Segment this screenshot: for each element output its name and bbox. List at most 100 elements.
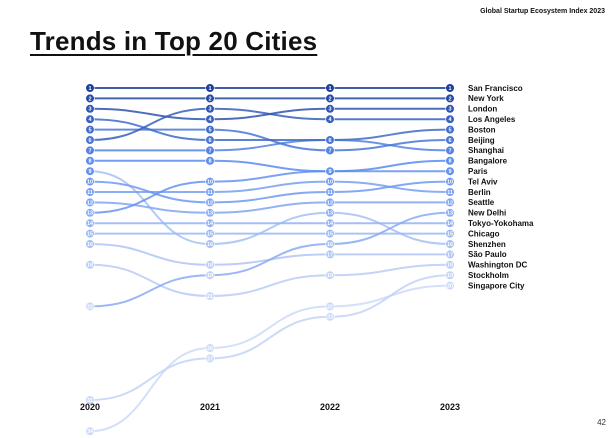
- svg-text:1: 1: [208, 86, 211, 92]
- svg-text:8: 8: [88, 159, 91, 165]
- series-line-bangalore: [90, 159, 451, 173]
- svg-text:7: 7: [88, 148, 91, 154]
- svg-text:16: 16: [87, 242, 93, 248]
- svg-text:9: 9: [448, 169, 451, 175]
- rank-marker: 18: [85, 260, 95, 270]
- svg-text:16: 16: [327, 242, 333, 248]
- series-line-seattle: [89, 201, 450, 214]
- rank-marker: 2: [85, 93, 95, 103]
- rank-marker: 16: [85, 239, 95, 249]
- svg-text:7: 7: [208, 148, 211, 154]
- rank-marker: 2: [325, 93, 335, 103]
- rank-marker: 14: [205, 218, 215, 228]
- rank-marker: 12: [85, 197, 95, 207]
- svg-text:23: 23: [327, 315, 333, 321]
- series-line-shenzhen: [89, 170, 451, 246]
- series-line-new-delhi: [89, 211, 451, 308]
- rank-marker: 2: [205, 93, 215, 103]
- rank-marker: 3: [445, 104, 455, 114]
- rank-marker: 22: [85, 301, 95, 312]
- rank-marker: 9: [445, 166, 455, 176]
- city-label-shenzhen: Shenzhen: [468, 240, 506, 249]
- svg-text:6: 6: [448, 138, 451, 144]
- rank-marker: 11: [205, 187, 215, 197]
- svg-text:3: 3: [448, 107, 451, 113]
- svg-text:15: 15: [87, 232, 93, 238]
- series-line-tel-aviv: [89, 180, 451, 204]
- rank-marker: 19: [325, 270, 335, 280]
- svg-text:2: 2: [208, 96, 211, 102]
- svg-text:12: 12: [87, 200, 93, 206]
- svg-text:3: 3: [208, 107, 211, 113]
- svg-text:10: 10: [327, 180, 333, 186]
- rank-marker: 10: [325, 177, 335, 187]
- svg-text:4: 4: [448, 117, 452, 123]
- svg-text:4: 4: [208, 117, 212, 123]
- svg-text:15: 15: [447, 232, 453, 238]
- rank-marker: 17: [325, 249, 335, 259]
- rank-marker: 15: [325, 229, 335, 239]
- city-label-shanghai: Shanghai: [468, 146, 504, 155]
- rank-marker: 34: [85, 426, 95, 436]
- svg-text:19: 19: [207, 273, 213, 279]
- rank-marker: 12: [445, 197, 455, 207]
- city-label-stockholm: Stockholm: [468, 271, 509, 280]
- svg-text:3: 3: [328, 107, 331, 113]
- year-label-2022: 2022: [320, 402, 340, 412]
- city-label-washington-dc: Washington DC: [468, 261, 527, 270]
- svg-text:19: 19: [447, 273, 453, 279]
- rank-marker: 7: [445, 145, 455, 155]
- rank-marker: 16: [205, 239, 215, 249]
- svg-text:13: 13: [207, 211, 213, 217]
- rank-marker: 9: [85, 166, 95, 176]
- series-line-washington-dc: [89, 263, 451, 298]
- rank-marker: 1: [325, 83, 335, 93]
- svg-text:9: 9: [88, 169, 91, 175]
- rank-marker: 27: [205, 353, 215, 364]
- rank-marker: 19: [205, 270, 215, 280]
- rank-marker: 5: [85, 125, 95, 135]
- svg-text:6: 6: [328, 138, 331, 144]
- svg-text:9: 9: [328, 169, 331, 175]
- svg-text:14: 14: [327, 221, 334, 227]
- svg-text:1: 1: [328, 86, 331, 92]
- rank-marker: 5: [205, 125, 215, 135]
- series-line-london: [89, 107, 450, 121]
- svg-text:3: 3: [88, 107, 91, 113]
- rank-marker: 15: [445, 229, 455, 239]
- rank-marker: 23: [325, 312, 335, 322]
- svg-text:16: 16: [447, 242, 453, 248]
- rank-marker: 14: [325, 218, 335, 228]
- rank-marker: 16: [445, 239, 455, 249]
- city-label-london: London: [468, 105, 497, 114]
- svg-text:14: 14: [87, 221, 94, 227]
- city-label-bangalore: Bangalore: [468, 157, 508, 166]
- series-line-singapore-city: [89, 284, 451, 433]
- svg-text:2: 2: [328, 96, 331, 102]
- svg-text:7: 7: [448, 148, 451, 154]
- svg-text:15: 15: [327, 232, 333, 238]
- svg-text:13: 13: [447, 211, 453, 217]
- rank-marker: 10: [445, 177, 455, 187]
- rank-marker: 20: [445, 281, 455, 291]
- city-label-sao-paulo: São Paulo: [468, 250, 507, 259]
- rank-marker: 8: [85, 156, 95, 166]
- rank-marker: 15: [85, 229, 95, 239]
- svg-text:26: 26: [207, 346, 213, 352]
- rank-marker: 6: [445, 135, 455, 145]
- rank-marker: 1: [85, 83, 95, 93]
- year-label-2023: 2023: [440, 402, 460, 412]
- svg-text:19: 19: [327, 273, 333, 279]
- svg-text:10: 10: [87, 180, 93, 186]
- svg-text:10: 10: [207, 180, 213, 186]
- svg-text:7: 7: [328, 148, 331, 154]
- series-line-paris: [89, 170, 450, 214]
- city-label-berlin: Berlin: [468, 188, 491, 197]
- rank-marker: 18: [445, 260, 455, 270]
- rank-marker: 4: [205, 114, 215, 124]
- svg-text:2: 2: [448, 96, 451, 102]
- city-label-new-delhi: New Delhi: [468, 209, 506, 218]
- city-label-tokyo-yokohama: Tokyo-Yokohama: [468, 219, 534, 228]
